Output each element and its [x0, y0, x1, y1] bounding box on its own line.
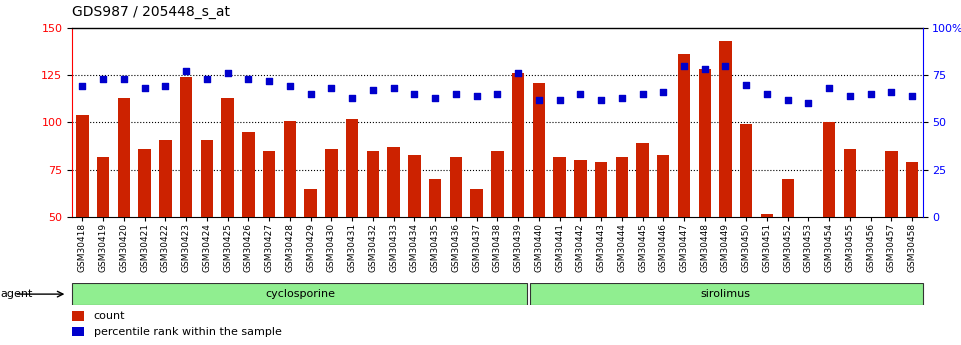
Bar: [844, 149, 856, 217]
Point: [365, 87, 381, 93]
Bar: [387, 147, 400, 217]
Bar: [532, 82, 545, 217]
Point: [552, 97, 567, 102]
Point: [739, 82, 754, 87]
Point: [283, 83, 298, 89]
Point: [428, 95, 443, 100]
Bar: [802, 217, 815, 261]
Bar: [72, 311, 85, 321]
Bar: [906, 162, 919, 217]
Point: [801, 101, 816, 106]
Text: count: count: [94, 311, 125, 321]
Point: [75, 83, 90, 89]
Text: GDS987 / 205448_s_at: GDS987 / 205448_s_at: [72, 5, 230, 19]
Point: [884, 89, 899, 95]
Point: [407, 91, 422, 97]
Bar: [160, 139, 172, 217]
Text: percentile rank within the sample: percentile rank within the sample: [94, 327, 282, 337]
Point: [240, 76, 256, 81]
Bar: [429, 179, 441, 217]
Point: [842, 93, 857, 99]
Point: [137, 86, 153, 91]
Point: [303, 91, 318, 97]
Bar: [201, 139, 213, 217]
Point: [655, 89, 671, 95]
Point: [573, 91, 588, 97]
FancyBboxPatch shape: [530, 283, 923, 305]
Point: [593, 97, 608, 102]
Bar: [554, 157, 566, 217]
Bar: [823, 122, 835, 217]
Bar: [885, 151, 898, 217]
Bar: [117, 98, 130, 217]
Point: [635, 91, 651, 97]
Bar: [263, 151, 276, 217]
Bar: [657, 155, 670, 217]
Bar: [719, 41, 731, 217]
Text: sirolimus: sirolimus: [701, 289, 751, 299]
Point: [469, 93, 484, 99]
Point: [718, 63, 733, 68]
Text: cyclosporine: cyclosporine: [265, 289, 335, 299]
Bar: [699, 69, 711, 217]
Point: [822, 86, 837, 91]
Bar: [491, 151, 504, 217]
Bar: [180, 77, 192, 217]
Bar: [242, 132, 255, 217]
Bar: [636, 143, 649, 217]
Point: [179, 68, 194, 74]
Bar: [346, 119, 358, 217]
Point: [490, 91, 505, 97]
Point: [324, 86, 339, 91]
Point: [780, 97, 796, 102]
Bar: [283, 120, 296, 217]
Point: [95, 76, 111, 81]
Bar: [740, 124, 752, 217]
Point: [697, 67, 712, 72]
Bar: [761, 214, 774, 217]
Bar: [408, 155, 421, 217]
Bar: [76, 115, 88, 217]
Bar: [781, 179, 794, 217]
Point: [199, 76, 214, 81]
Point: [510, 70, 526, 76]
Point: [531, 97, 547, 102]
Bar: [450, 157, 462, 217]
Bar: [221, 98, 234, 217]
Point: [386, 86, 402, 91]
Point: [158, 83, 173, 89]
Point: [448, 91, 463, 97]
Point: [904, 93, 920, 99]
Point: [863, 91, 878, 97]
Bar: [512, 73, 525, 217]
Bar: [470, 189, 482, 217]
Point: [344, 95, 359, 100]
Point: [677, 63, 692, 68]
Point: [261, 78, 277, 83]
Bar: [325, 149, 337, 217]
Bar: [678, 54, 690, 217]
Bar: [616, 157, 628, 217]
Bar: [305, 189, 317, 217]
Text: agent: agent: [0, 289, 33, 299]
Bar: [865, 217, 877, 229]
Bar: [138, 149, 151, 217]
Bar: [595, 162, 607, 217]
Bar: [367, 151, 379, 217]
Bar: [97, 157, 110, 217]
Point: [614, 95, 629, 100]
FancyBboxPatch shape: [72, 283, 527, 305]
Point: [220, 70, 235, 76]
Bar: [574, 160, 586, 217]
Bar: [72, 327, 85, 336]
Point: [759, 91, 775, 97]
Point: [116, 76, 132, 81]
